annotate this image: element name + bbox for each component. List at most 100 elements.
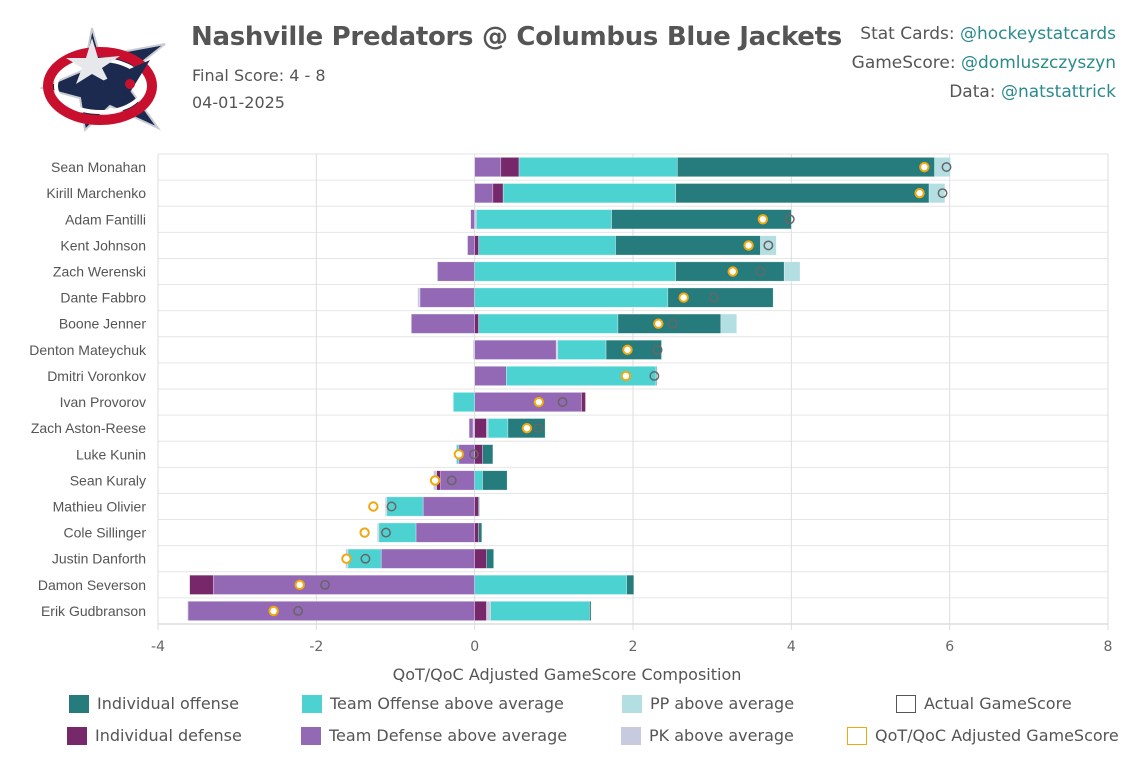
- bar-segment-team-defense: [437, 261, 475, 282]
- legend-pk: PK above average: [621, 726, 794, 745]
- credits: Stat Cards: @hockeystatcards GameScore: …: [852, 20, 1116, 107]
- bar-segment-team-offense: [474, 574, 627, 595]
- actual-gamescore-marker: [941, 162, 952, 173]
- bar-segment-team-defense: [468, 418, 474, 439]
- final-score: Final Score: 4 - 8: [192, 66, 326, 85]
- markers: [268, 161, 952, 617]
- bar-segment-team-defense: [470, 209, 475, 230]
- bar-segment-team-offense: [518, 157, 678, 178]
- legend-individual-defense: Individual defense: [67, 726, 242, 745]
- legend-pp: PP above average: [622, 694, 794, 713]
- legend: Individual offense Team Offense above av…: [0, 690, 1128, 760]
- adjusted-gamescore-marker: [429, 475, 441, 486]
- player-label: Sean Monahan: [51, 159, 146, 175]
- bar-segment-individual-offense: [486, 548, 494, 569]
- adjusted-gamescore-marker: [620, 370, 632, 382]
- player-label: Mathieu Olivier: [53, 499, 147, 515]
- bar-segment-team-offense: [502, 183, 677, 204]
- bar-segment-team-defense: [474, 339, 557, 360]
- bar-segment-team-defense: [411, 313, 475, 334]
- bar-segment-individual-defense: [474, 313, 479, 334]
- actual-gamescore-marker: [293, 605, 304, 616]
- bar-segment-team-offense: [487, 418, 509, 439]
- player-label: Kent Johnson: [60, 237, 146, 253]
- adjusted-gamescore-marker: [268, 605, 279, 617]
- legend-swatch: [847, 726, 867, 745]
- credit-handle-link[interactable]: @domluszczyszyn: [961, 53, 1116, 73]
- adjusted-gamescore-marker: [743, 240, 754, 251]
- player-label: Adam Fantilli: [65, 211, 146, 227]
- y-axis-labels: Sean Monahan Kirill Marchenko Adam Fantill…: [29, 159, 147, 619]
- actual-gamescore-marker: [446, 475, 457, 486]
- bar-segment-team-offense: [378, 522, 417, 543]
- bar-segment-team-defense: [422, 496, 475, 517]
- bar-segment-individual-offense: [478, 522, 483, 543]
- adjusted-gamescore-marker: [757, 214, 769, 225]
- actual-gamescore-marker: [667, 318, 678, 329]
- player-label: Sean Kuraly: [70, 472, 146, 488]
- bar-segment-individual-defense: [581, 392, 586, 413]
- bar-segment-individual-offense: [617, 313, 722, 334]
- legend-adjusted-gamescore: QoT/QoC Adjusted GameScore: [847, 726, 1119, 745]
- bar-segment-team-offense: [386, 496, 424, 517]
- x-tick-label: 4: [787, 639, 796, 655]
- player-label: Damon Severson: [38, 577, 146, 593]
- adjusted-gamescore-marker: [727, 266, 738, 277]
- bar-segment-individual-defense: [492, 183, 504, 204]
- x-tick-label: 6: [945, 639, 954, 655]
- adjusted-gamescore-marker: [294, 579, 305, 591]
- x-tick-label: 0: [470, 639, 479, 655]
- bar-segment-team-defense: [474, 157, 502, 178]
- bar-segment-individual-offense: [615, 235, 761, 256]
- player-label: Kirill Marchenko: [46, 185, 146, 201]
- bar-segment-individual-defense: [500, 157, 520, 178]
- bar-segment-pk: [486, 600, 491, 621]
- actual-gamescore-marker: [533, 423, 543, 434]
- bar-segment-individual-defense: [474, 496, 479, 517]
- adjusted-gamescore-marker: [919, 161, 930, 173]
- credit-stat-cards: Stat Cards: @hockeystatcards: [860, 24, 1116, 44]
- bar-segment-team-defense: [415, 522, 475, 543]
- player-label: Erik Gudbranson: [41, 603, 146, 619]
- bar-segment-team-offense: [490, 600, 590, 621]
- player-label: Justin Danforth: [52, 551, 146, 567]
- bar-segment-team-defense: [419, 287, 475, 308]
- bar-segment-individual-offense: [611, 209, 792, 230]
- bar-segment-individual-offense: [655, 365, 658, 386]
- bar-segment-team-defense: [467, 235, 475, 256]
- actual-gamescore-marker: [386, 501, 397, 512]
- bar-segment-pp: [720, 313, 738, 334]
- bar-segment-individual-defense: [474, 600, 487, 621]
- player-label: Luke Kunin: [76, 446, 146, 462]
- legend-swatch: [302, 694, 322, 713]
- adjusted-gamescore-marker: [653, 318, 664, 329]
- page-title: Nashville Predators @ Columbus Blue Jack…: [191, 22, 842, 52]
- bar-segment-team-offense: [474, 261, 677, 282]
- actual-gamescore-marker: [652, 344, 663, 355]
- bar-segment-team-offense: [478, 313, 619, 334]
- bar-segment-team-defense: [213, 574, 475, 595]
- bar-segment-individual-defense: [189, 574, 214, 595]
- actual-gamescore-marker: [360, 553, 371, 564]
- legend-actual-gamescore: Actual GameScore: [896, 694, 1072, 713]
- credit-handle-link[interactable]: @hockeystatcards: [960, 24, 1116, 44]
- player-label: Dmitri Voronkov: [47, 368, 146, 384]
- bar-segment-team-defense: [187, 600, 475, 621]
- adjusted-gamescore-marker: [341, 553, 352, 564]
- player-label: Zach Aston-Reese: [31, 420, 146, 436]
- bar-segment-team-defense: [474, 392, 582, 413]
- player-label: Ivan Provorov: [60, 394, 146, 410]
- credit-handle-link[interactable]: @natstattrick: [1000, 82, 1116, 102]
- legend-team-defense: Team Defense above average: [301, 726, 567, 745]
- bar-segment-team-offense: [557, 339, 607, 360]
- bar-segment-individual-offense: [675, 183, 930, 204]
- bar-segment-individual-offense: [589, 600, 592, 621]
- adjusted-gamescore-marker: [622, 344, 633, 356]
- credit-gamescore: GameScore: @domluszczyszyn: [851, 53, 1116, 73]
- credit-data: Data: @natstattrick: [949, 82, 1116, 102]
- actual-gamescore-marker: [784, 214, 795, 225]
- bar-segment-team-defense: [474, 183, 494, 204]
- gamescore-chart: Sean Monahan Kirill Marchenko Adam Fantill…: [29, 153, 1112, 684]
- actual-gamescore-marker: [381, 527, 391, 538]
- adjusted-gamescore-marker: [678, 292, 689, 303]
